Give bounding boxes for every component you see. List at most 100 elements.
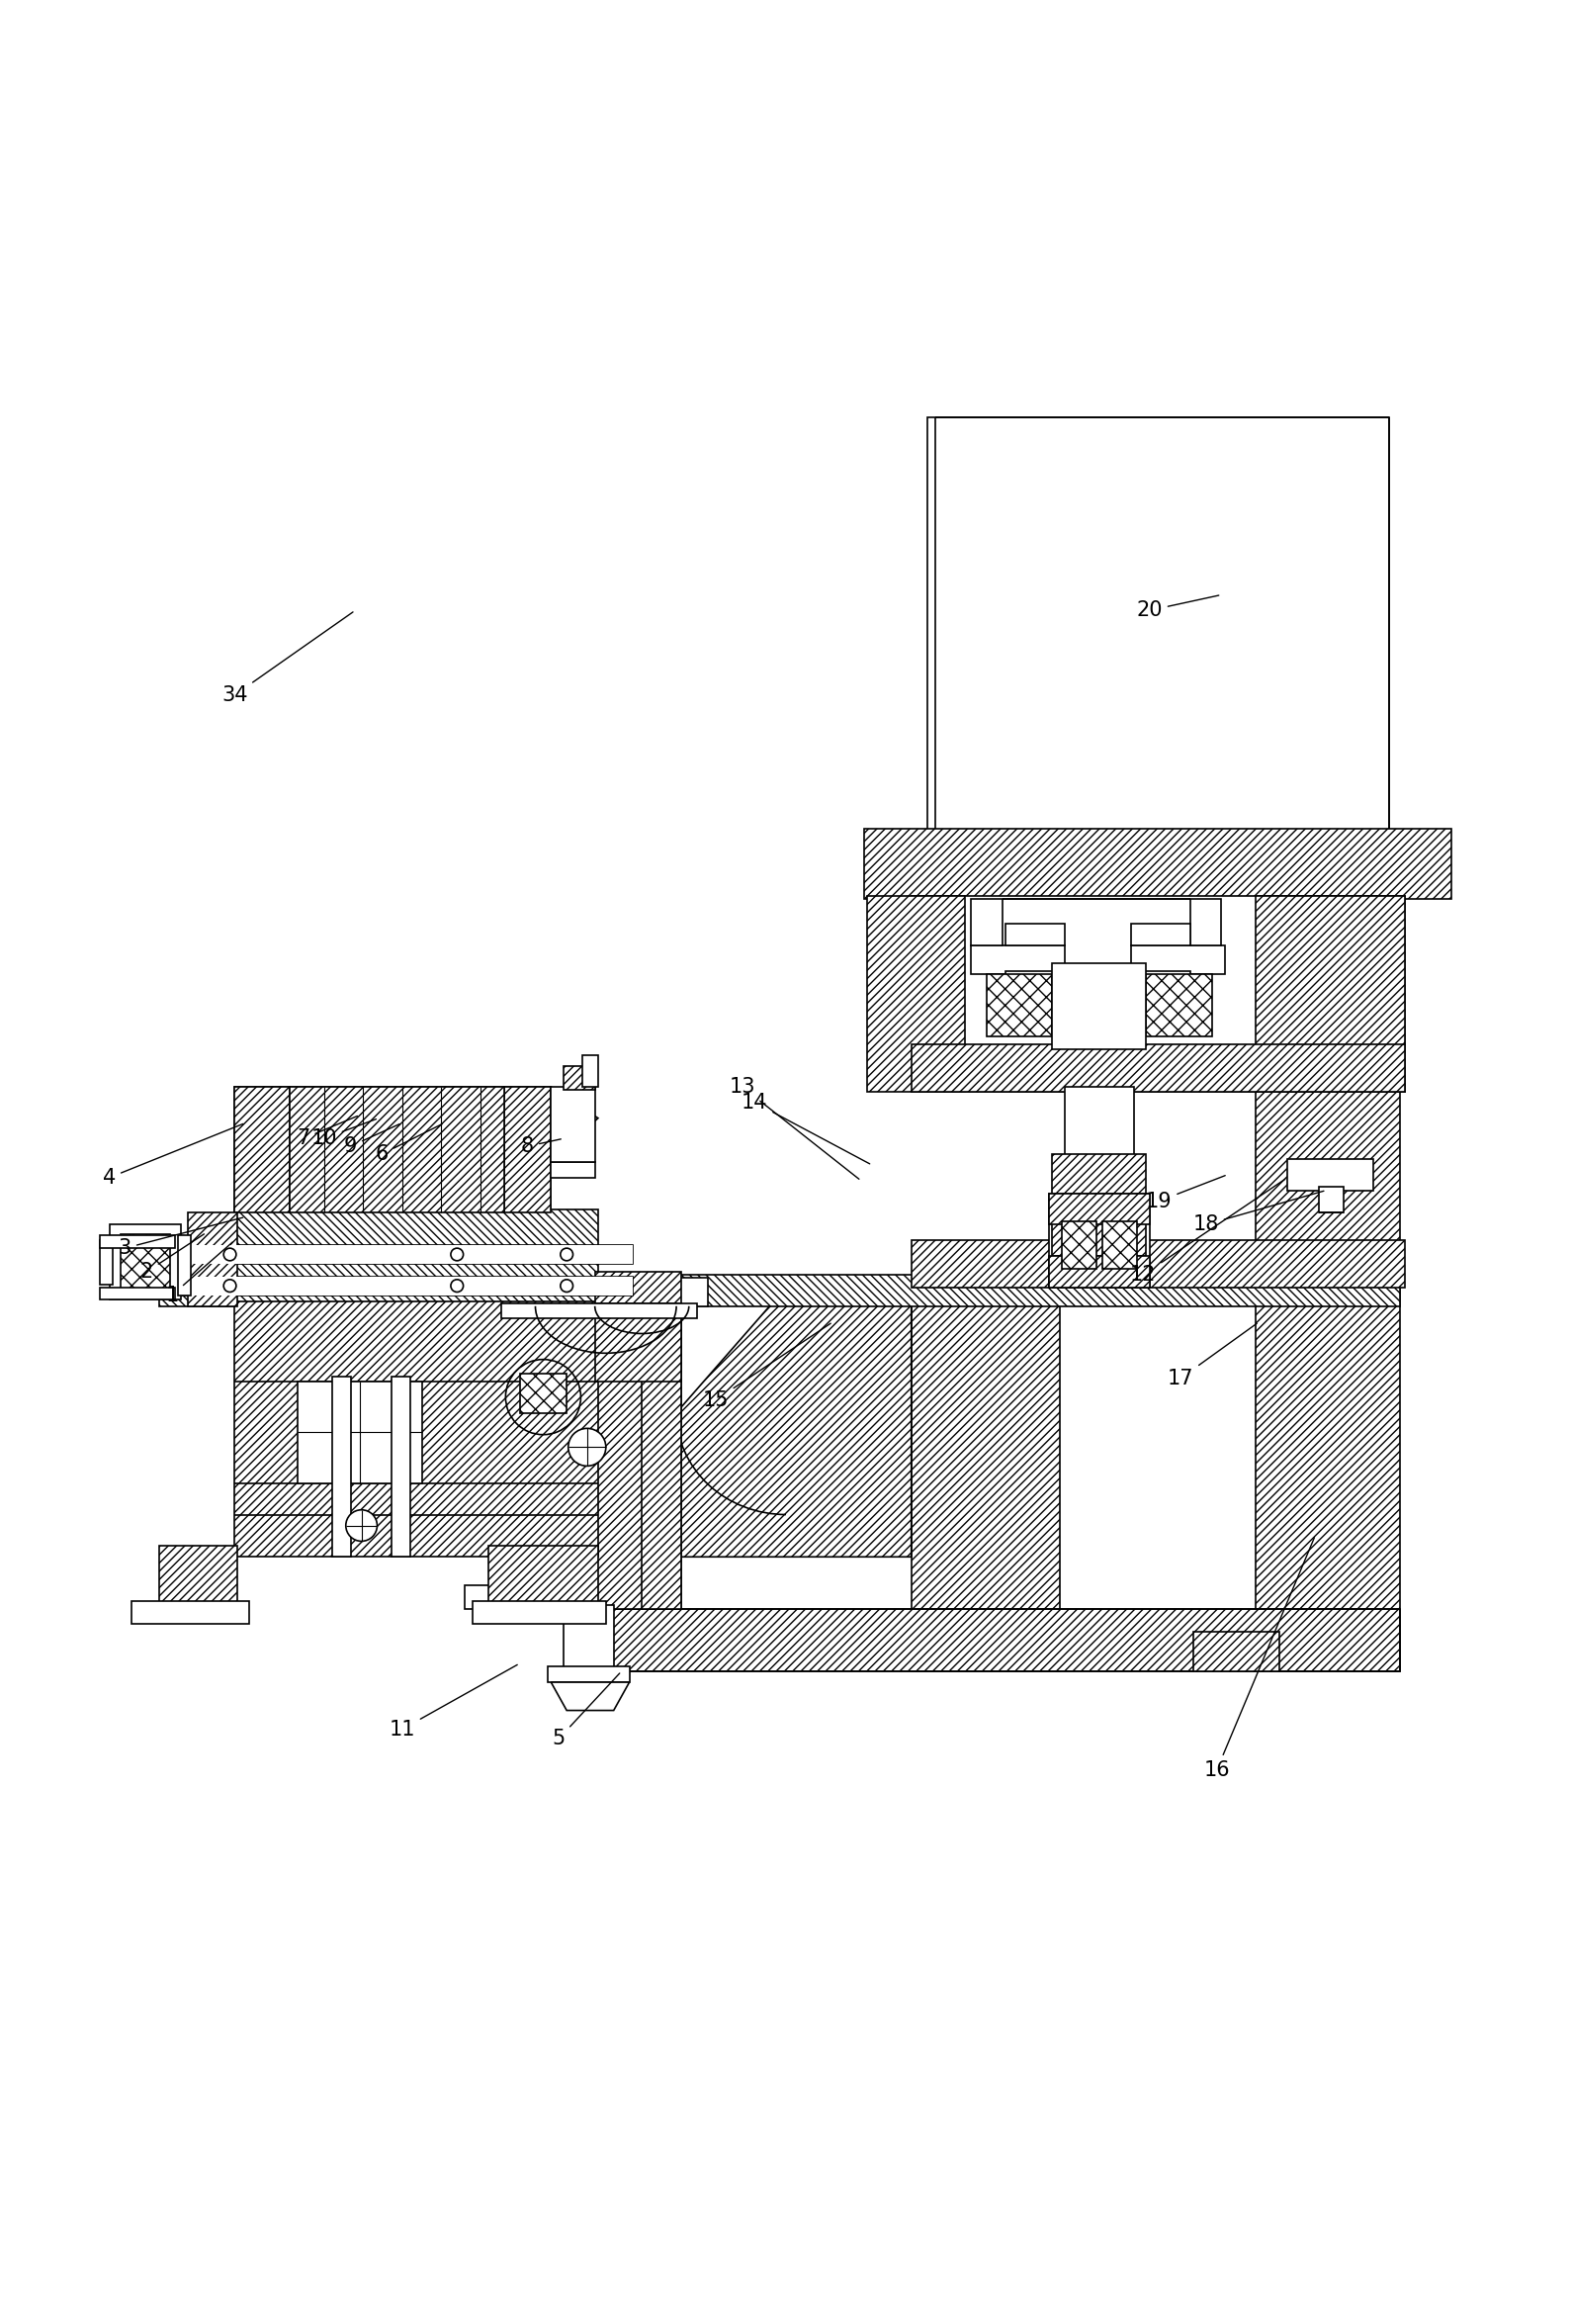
Text: 20: 20	[1137, 595, 1218, 621]
Bar	[1052, 962, 1146, 1048]
Text: 11: 11	[390, 1664, 517, 1738]
Circle shape	[451, 1248, 464, 1260]
Circle shape	[567, 1429, 605, 1466]
Bar	[1102, 1222, 1137, 1269]
Text: 34: 34	[222, 611, 354, 704]
Circle shape	[561, 1248, 572, 1260]
Bar	[234, 1208, 597, 1306]
Bar	[1006, 971, 1064, 983]
Text: 1: 1	[165, 1241, 233, 1306]
Bar	[101, 1236, 174, 1248]
Bar	[971, 899, 1003, 946]
Text: 16: 16	[1204, 1538, 1314, 1780]
Text: 18: 18	[1193, 1190, 1324, 1234]
Text: 17: 17	[1168, 1322, 1258, 1387]
Bar	[332, 1376, 351, 1557]
Bar	[1052, 1222, 1146, 1255]
Bar	[465, 1585, 525, 1608]
Bar	[234, 1301, 597, 1557]
Bar	[391, 1376, 410, 1557]
Bar	[549, 1666, 629, 1683]
Bar	[912, 1241, 1405, 1287]
Text: 2: 2	[140, 1234, 204, 1281]
Bar	[868, 895, 965, 1092]
Bar	[1006, 925, 1064, 946]
Text: 3: 3	[118, 1218, 244, 1257]
Circle shape	[223, 1248, 236, 1260]
Bar	[912, 895, 1405, 1092]
Bar	[865, 827, 1453, 899]
Text: 4: 4	[102, 1125, 244, 1188]
Bar	[594, 1271, 681, 1306]
Text: 15: 15	[703, 1322, 830, 1411]
Bar	[101, 1241, 113, 1285]
Bar	[582, 1055, 597, 1088]
Bar	[597, 1608, 1401, 1671]
Bar	[517, 1294, 681, 1608]
Circle shape	[346, 1511, 377, 1541]
Bar	[1061, 1222, 1096, 1269]
Bar	[1049, 1255, 1149, 1287]
Text: 12: 12	[1130, 1178, 1284, 1285]
Bar	[641, 1304, 681, 1608]
Bar	[1049, 1192, 1149, 1225]
Bar	[501, 1304, 696, 1318]
Bar	[1049, 1192, 1149, 1287]
Bar	[517, 1304, 556, 1608]
Bar	[234, 1088, 289, 1213]
Bar	[146, 1276, 632, 1294]
Bar	[489, 1278, 707, 1306]
Bar	[552, 1162, 594, 1178]
Bar	[101, 1287, 174, 1299]
Bar	[234, 1088, 552, 1213]
Text: 7: 7	[297, 1116, 357, 1148]
Polygon shape	[552, 1683, 629, 1710]
Bar	[912, 1283, 1060, 1671]
Text: 14: 14	[742, 1092, 869, 1164]
Text: 6: 6	[376, 1125, 442, 1164]
Bar	[552, 1088, 594, 1162]
Text: 13: 13	[729, 1076, 858, 1178]
Text: 10: 10	[311, 1120, 376, 1148]
Bar	[489, 1545, 597, 1608]
Bar	[912, 1043, 1405, 1092]
Text: 9: 9	[344, 1125, 399, 1157]
Bar	[1256, 1092, 1401, 1671]
Bar	[971, 946, 1064, 974]
Bar	[563, 1067, 594, 1090]
Bar	[297, 1380, 423, 1483]
Bar	[110, 1225, 181, 1299]
Bar	[520, 1373, 566, 1413]
Bar	[159, 1246, 632, 1264]
Circle shape	[561, 1281, 572, 1292]
Polygon shape	[552, 1088, 597, 1162]
Bar	[289, 1088, 505, 1213]
Bar	[1130, 971, 1190, 983]
Text: 5: 5	[552, 1673, 619, 1748]
Bar	[987, 974, 1052, 1037]
Bar	[1193, 1631, 1280, 1671]
Bar	[130, 1601, 248, 1624]
Bar	[159, 1545, 237, 1608]
Bar	[505, 1088, 552, 1213]
Bar	[1256, 895, 1405, 1092]
Circle shape	[451, 1281, 464, 1292]
Bar	[119, 1234, 170, 1290]
Bar	[1064, 1088, 1133, 1287]
Bar	[159, 1276, 1401, 1306]
Bar	[927, 418, 1390, 832]
Bar	[1190, 899, 1221, 946]
Bar	[563, 1606, 613, 1671]
Bar	[187, 1213, 237, 1306]
Bar	[146, 1246, 632, 1264]
Text: 19: 19	[1146, 1176, 1225, 1211]
Bar	[1146, 974, 1212, 1037]
Bar	[594, 1304, 681, 1380]
Bar	[1052, 1155, 1146, 1192]
Bar	[1319, 1188, 1344, 1213]
Bar	[159, 1276, 632, 1294]
Circle shape	[223, 1281, 236, 1292]
Text: 8: 8	[520, 1136, 561, 1157]
Bar	[1130, 946, 1225, 974]
Bar	[1130, 925, 1190, 946]
